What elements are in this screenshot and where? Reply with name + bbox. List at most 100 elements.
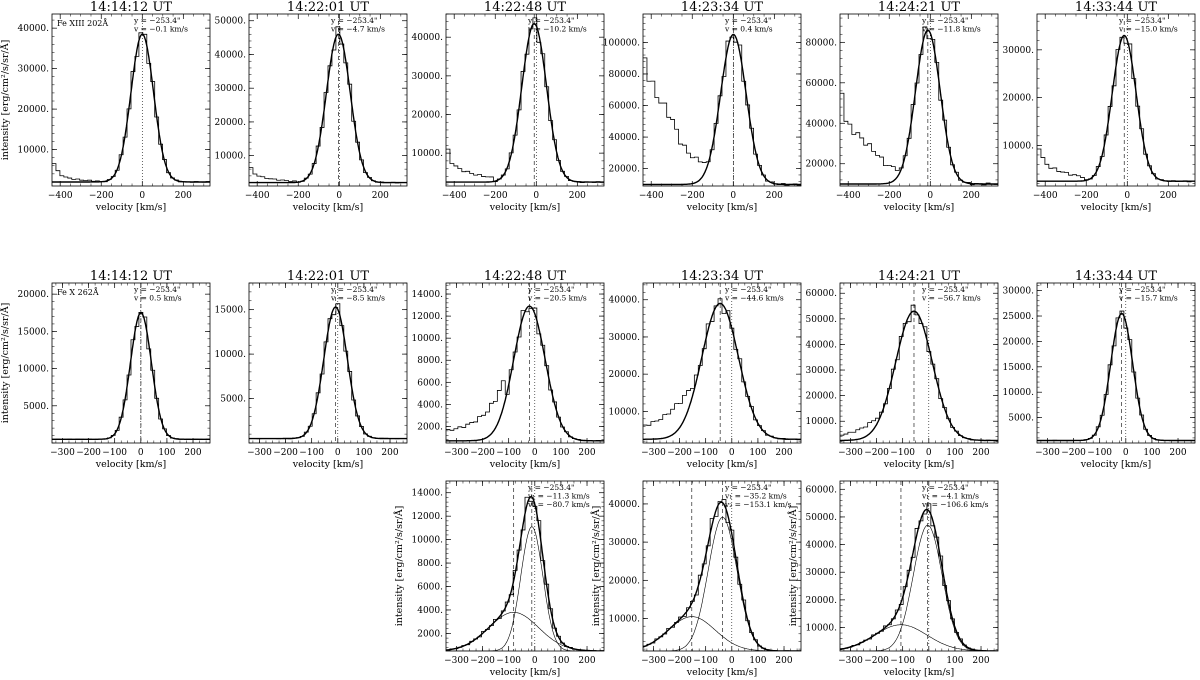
y-tick-label: 20000. (1003, 94, 1035, 104)
y-tick-label: 40000. (609, 133, 641, 143)
y-tick-label: 30000. (1003, 46, 1035, 56)
x-tick-label: 100 (552, 656, 569, 666)
plot-area (1037, 283, 1195, 443)
y-tick-label: 10000. (412, 334, 444, 344)
x-tick-label: −100 (496, 448, 521, 458)
y-tick-label: 40000. (806, 119, 838, 129)
plot-area (446, 283, 604, 443)
observed-histogram (249, 26, 407, 184)
fit-component-1 (840, 524, 998, 651)
y-tick-label: 10000. (18, 146, 50, 156)
x-tick-label: −300 (247, 448, 272, 458)
plot-area (446, 14, 604, 186)
y-tick-label: 10000. (215, 152, 247, 162)
plot-frame (445, 480, 605, 652)
y-axis-label: intensity [erg/cm²/s/sr/Å] (787, 506, 799, 627)
y-tick-label: 10000. (412, 536, 444, 546)
x-axis-label: velocity [km/s] (883, 459, 955, 470)
x-axis-label: velocity [km/s] (292, 202, 364, 213)
observed-histogram (446, 307, 604, 442)
observed-histogram (52, 312, 210, 440)
y-tick-label: 4000. (417, 400, 443, 410)
plot-area (643, 283, 801, 443)
plot-frame (839, 13, 999, 187)
observed-histogram (446, 496, 604, 651)
x-tick-label: 0 (138, 448, 144, 458)
annotation-line: y = −253.4" (921, 483, 969, 492)
x-tick-label: 200 (1160, 191, 1177, 201)
x-tick-label: 200 (578, 656, 595, 666)
annotation-line: y = −253.4" (1118, 285, 1166, 294)
y-tick-label: 50000. (806, 513, 838, 523)
subplot-2-4: −300 −200 −100 0 100 200 10000. 20000. 30000. 400… (787, 480, 999, 678)
x-tick-label: −100 (1087, 448, 1112, 458)
x-tick-label: 200 (1169, 448, 1186, 458)
plot-area (52, 14, 210, 186)
x-axis-label: velocity [km/s] (95, 459, 167, 470)
x-tick-label: −200 (1061, 448, 1086, 458)
y-tick-label: 20000. (18, 105, 50, 115)
x-tick-label: 0 (533, 191, 539, 201)
x-tick-label: −100 (496, 656, 521, 666)
y-tick-label: 30000. (1003, 287, 1035, 297)
subplot-1-0: −300 −200 −100 0 100 200 5000. 10000. 15000. 2000… (0, 269, 211, 470)
y-tick-label: 40000. (609, 296, 641, 306)
y-tick-label: 6000. (417, 378, 443, 388)
annotation-line: y = −253.4" (330, 285, 378, 294)
y-tick-label: 10000. (412, 149, 444, 159)
y-tick-label: 40000. (215, 50, 247, 60)
y-tick-label: 25000. (1003, 312, 1035, 322)
x-axis-label: velocity [km/s] (1080, 202, 1152, 213)
y-tick-label: 40000. (18, 24, 50, 34)
subplot-2-2: −300 −200 −100 0 100 200 2000. 4000. 6000. 8000. 1… (393, 480, 605, 678)
annotation-line: y = −253.4" (527, 483, 575, 492)
annotation-line: y = −253.4" (1118, 16, 1166, 25)
annotation-line: v = −11.8 km/s (921, 25, 981, 34)
gaussian-fit (446, 22, 604, 183)
plot-frame (642, 480, 802, 652)
y-tick-label: 20000. (806, 596, 838, 606)
y-tick-label: 40000. (806, 541, 838, 551)
y-tick-label: 80000. (609, 70, 641, 80)
y-tick-label: 50000. (215, 17, 247, 27)
x-tick-label: −200 (483, 191, 508, 201)
x-tick-label: −200 (680, 191, 705, 201)
annotation-line: v = −20.5 km/s (527, 294, 587, 303)
x-tick-label: −400 (836, 191, 861, 201)
subplot-title: 14:14:12 UT (90, 0, 172, 15)
y-tick-label: 12000. (412, 512, 444, 522)
y-tick-label: 30000. (806, 366, 838, 376)
x-tick-label: 200 (972, 448, 989, 458)
x-tick-label: 0 (139, 191, 145, 201)
gaussian-fit (643, 33, 801, 186)
y-tick-label: 80000. (806, 38, 838, 48)
annotation-line: y = −253.4" (921, 16, 969, 25)
x-axis-label: velocity [km/s] (883, 667, 955, 678)
x-tick-label: −300 (444, 448, 469, 458)
annotation-line: v = 0.4 km/s (724, 25, 773, 34)
plot-frame (445, 282, 605, 444)
subplot-title: 14:22:48 UT (484, 269, 566, 284)
plot-frame (642, 13, 802, 187)
annotation-line: v = −56.7 km/s (921, 294, 981, 303)
x-tick-label: 0 (1123, 448, 1129, 458)
y-tick-label: 20000. (806, 392, 838, 402)
annotation-line: y = −253.4" (330, 16, 378, 25)
x-tick-label: 200 (766, 191, 783, 201)
x-tick-label: −300 (444, 656, 469, 666)
y-tick-label: 10000. (806, 624, 838, 634)
y-tick-label: 100000. (603, 38, 640, 48)
observed-histogram (1037, 310, 1195, 441)
plot-area (249, 14, 407, 186)
y-tick-label: 4000. (417, 606, 443, 616)
gaussian-fit (1037, 34, 1195, 182)
x-tick-label: 0 (926, 448, 932, 458)
y-tick-label: 20000. (609, 370, 641, 380)
y-tick-label: 30000. (609, 538, 641, 548)
y-tick-label: 15000. (1003, 363, 1035, 373)
y-tick-label: 30000. (412, 72, 444, 82)
y-tick-label: 5000. (23, 402, 49, 412)
x-tick-label: −300 (1035, 448, 1060, 458)
plot-frame (839, 282, 999, 444)
